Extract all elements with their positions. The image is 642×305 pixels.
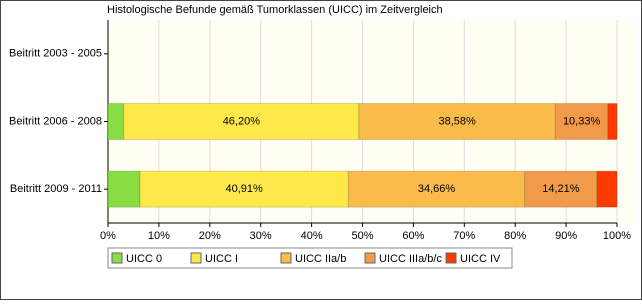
bar-segment bbox=[596, 170, 618, 208]
bar-segment bbox=[607, 103, 618, 140]
bar-segment bbox=[107, 103, 125, 140]
y-tick-label: Beitritt 2003 - 2005 bbox=[9, 48, 102, 60]
y-tick-label: Beitritt 2006 - 2008 bbox=[9, 115, 102, 127]
x-tick-label: 0% bbox=[100, 230, 116, 242]
x-tick-label: 80% bbox=[504, 230, 526, 242]
bar-segment bbox=[123, 103, 360, 140]
legend-swatch bbox=[445, 252, 457, 264]
legend-label: UICC IIIa/b/c bbox=[379, 253, 442, 265]
x-tick-label: 90% bbox=[555, 230, 577, 242]
bar-segment bbox=[358, 103, 556, 140]
x-tick-label: 20% bbox=[199, 230, 221, 242]
legend-label: UICC 0 bbox=[126, 253, 162, 265]
data-label: 14,21% bbox=[542, 183, 580, 195]
data-label: 34,66% bbox=[418, 183, 456, 195]
legend bbox=[107, 247, 513, 269]
data-label: 10,33% bbox=[563, 115, 601, 127]
x-tick-label: 10% bbox=[148, 230, 170, 242]
legend-label: UICC IIa/b bbox=[295, 253, 346, 265]
data-label: 40,91% bbox=[226, 183, 264, 195]
x-tick-label: 70% bbox=[453, 230, 475, 242]
y-tick-label: Beitritt 2009 - 2011 bbox=[10, 183, 102, 195]
legend-swatch bbox=[364, 252, 376, 264]
legend-swatch bbox=[280, 252, 292, 264]
x-tick-label: 100% bbox=[603, 230, 631, 242]
x-tick-label: 60% bbox=[402, 230, 424, 242]
legend-swatch bbox=[190, 252, 202, 264]
data-label: 38,58% bbox=[438, 115, 476, 127]
legend-swatch bbox=[111, 252, 123, 264]
bar-segment bbox=[524, 170, 598, 208]
legend-label: UICC I bbox=[205, 253, 238, 265]
bar-segment bbox=[139, 170, 349, 208]
x-tick-label: 30% bbox=[250, 230, 272, 242]
bar-segment bbox=[554, 103, 609, 140]
data-label: 46,20% bbox=[223, 115, 261, 127]
x-tick-label: 50% bbox=[351, 230, 373, 242]
legend-label: UICC IV bbox=[460, 253, 501, 265]
bar-segment bbox=[107, 170, 141, 208]
chart-title: Histologische Befunde gemäß Tumorklassen… bbox=[107, 4, 443, 16]
bar-segment bbox=[347, 170, 526, 208]
x-tick-label: 40% bbox=[301, 230, 323, 242]
